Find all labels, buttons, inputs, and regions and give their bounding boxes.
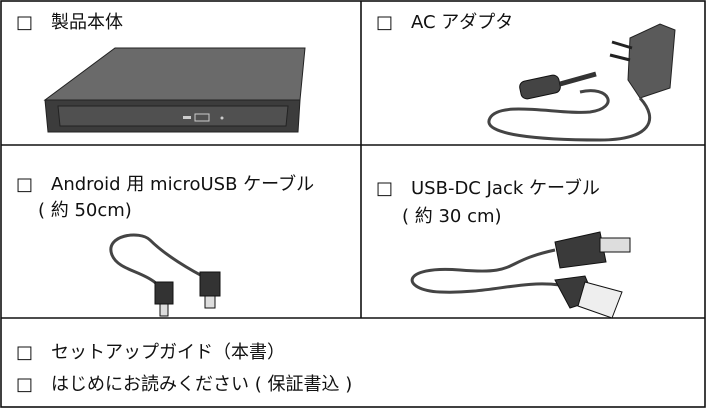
item-label: □ 製品本体 bbox=[16, 12, 124, 33]
item-label: □ セットアップガイド（本書） bbox=[16, 342, 286, 363]
item-label: □ はじめにお読みください ( 保証書込 ) bbox=[16, 374, 353, 395]
item-note: ( 約 30 cm) bbox=[402, 206, 502, 227]
usbdc-cable-image bbox=[410, 231, 631, 319]
item-label: □ USB-DC Jack ケーブル bbox=[376, 178, 600, 199]
microusb-cable-image bbox=[109, 233, 221, 317]
adapter-image bbox=[487, 23, 676, 142]
item-label: □ AC アダプタ bbox=[376, 12, 514, 33]
item-label: □ Android 用 microUSB ケーブル bbox=[16, 174, 315, 195]
item-note: ( 約 50cm) bbox=[38, 200, 132, 221]
drive-image bbox=[43, 47, 306, 133]
